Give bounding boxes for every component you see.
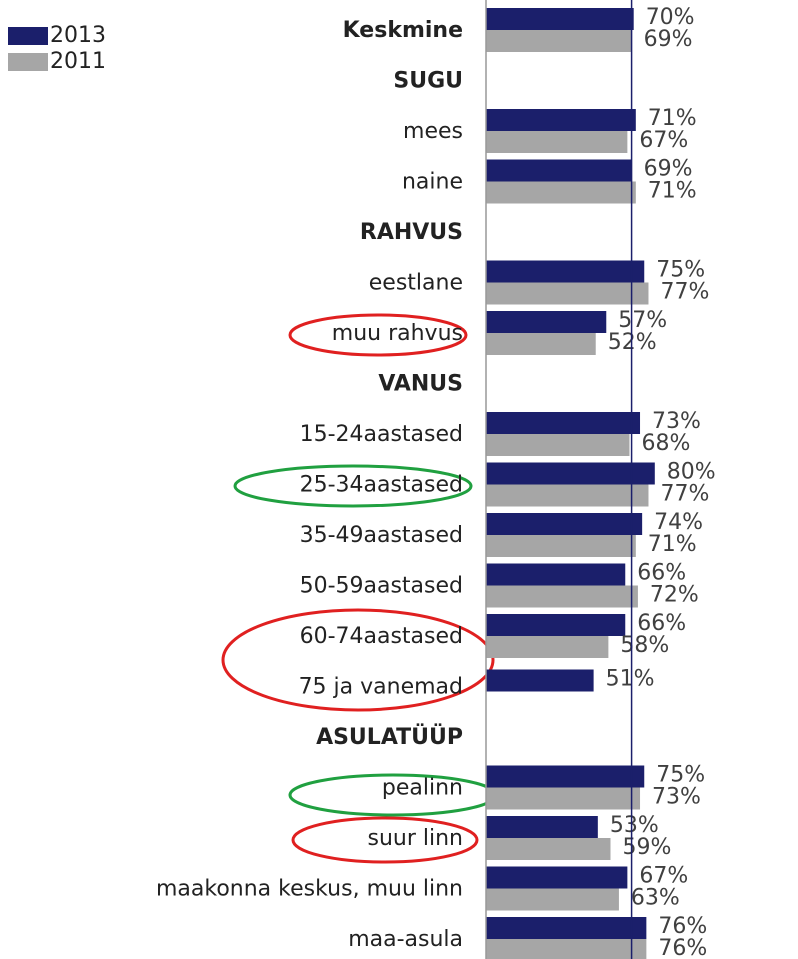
bar: [486, 636, 609, 658]
legend-swatch: [8, 53, 48, 71]
bar: [486, 917, 647, 939]
value-label: 59%: [622, 835, 671, 860]
value-label: 58%: [620, 633, 669, 658]
bar: [486, 765, 645, 788]
bar: [486, 8, 634, 30]
category-label: muu rahvus: [332, 321, 463, 346]
category-label: 75 ja vanemad: [299, 675, 463, 700]
category-label: maa-asula: [348, 927, 463, 952]
value-label: 76%: [658, 914, 707, 939]
category-label: Keskmine: [343, 18, 463, 43]
bar: [486, 260, 645, 283]
bar: [486, 30, 632, 52]
category-label: eestlane: [369, 271, 463, 296]
value-label: 75%: [656, 763, 705, 788]
value-label: 67%: [639, 864, 688, 889]
value-label: 69%: [644, 27, 693, 52]
value-label: 73%: [652, 785, 701, 810]
bar: [486, 109, 636, 131]
category-label: mees: [403, 119, 463, 144]
category-label: ASULATÜÜP: [316, 724, 463, 750]
value-label: 75%: [656, 258, 705, 283]
category-label: 35-49aastased: [300, 523, 463, 548]
bar: [486, 585, 638, 608]
category-label: 60-74aastased: [300, 624, 463, 649]
bar: [486, 669, 594, 692]
category-label: 15-24aastased: [300, 422, 463, 447]
value-label: 76%: [658, 936, 707, 959]
category-label: 25-34aastased: [300, 473, 463, 498]
value-label: 71%: [648, 532, 697, 557]
bar: [486, 816, 598, 838]
legend-label: 2011: [50, 49, 106, 74]
value-label: 80%: [667, 460, 716, 485]
value-label: 68%: [641, 431, 690, 456]
category-label: VANUS: [378, 372, 463, 397]
bar: [486, 333, 596, 355]
bar: [486, 434, 630, 456]
bar: [486, 614, 626, 636]
bar: [486, 787, 641, 810]
bar: [486, 535, 636, 557]
highlight: [288, 313, 468, 357]
bar: [486, 181, 636, 204]
bar: [486, 866, 628, 889]
category-label: suur linn: [368, 826, 464, 851]
value-label: 70%: [646, 5, 695, 30]
bar: [486, 159, 632, 182]
bar: [486, 484, 649, 507]
value-label: 72%: [650, 583, 699, 608]
bar: [486, 939, 647, 959]
bar: [486, 563, 626, 586]
value-label: 66%: [637, 611, 686, 636]
legend-swatch: [8, 27, 48, 45]
value-label: 57%: [618, 308, 667, 333]
category-label: pealinn: [382, 776, 463, 801]
value-label: 67%: [639, 128, 688, 153]
category-label: naine: [402, 170, 463, 195]
highlight: [221, 608, 495, 712]
highlight: [233, 464, 473, 508]
value-label: 77%: [660, 482, 709, 507]
bar: [486, 513, 643, 535]
highlight: [291, 816, 479, 864]
bar: [486, 311, 607, 333]
value-label: 63%: [631, 886, 680, 911]
value-label: 71%: [648, 179, 697, 204]
value-label: 73%: [652, 409, 701, 434]
category-label: RAHVUS: [360, 220, 463, 245]
bar: [486, 838, 611, 860]
bar: [486, 131, 628, 153]
category-label: 50-59aastased: [300, 574, 463, 599]
value-label: 66%: [637, 561, 686, 586]
bar: [486, 282, 649, 305]
value-label: 77%: [660, 280, 709, 305]
legend-label: 2013: [50, 23, 106, 48]
bar: [486, 412, 641, 434]
category-label: maakonna keskus, muu linn: [156, 877, 463, 902]
bar: [486, 888, 619, 911]
value-label: 53%: [610, 813, 659, 838]
bar: [486, 462, 655, 485]
value-label: 51%: [606, 667, 655, 692]
value-label: 69%: [644, 157, 693, 182]
value-label: 71%: [648, 106, 697, 131]
value-label: 74%: [654, 510, 703, 535]
category-label: SUGU: [393, 69, 463, 94]
